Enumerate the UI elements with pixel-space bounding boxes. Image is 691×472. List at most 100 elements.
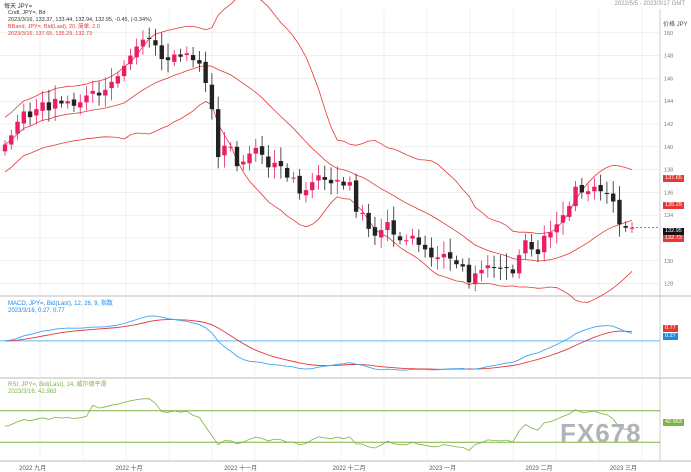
mid-band-tag: 135.29	[663, 202, 684, 209]
candle-body	[190, 55, 196, 61]
candle-body	[504, 267, 509, 269]
candle-body	[353, 180, 359, 212]
candle-body	[27, 111, 33, 118]
candle-body	[234, 146, 240, 167]
price-legend: Cndl, JPY=, Bd 2023/3/16, 133.37, 133.44…	[8, 10, 152, 38]
candle-body	[9, 135, 14, 145]
candle-body	[203, 61, 208, 83]
candle-body	[341, 181, 346, 186]
candle-body	[479, 269, 484, 274]
candle-body	[429, 247, 434, 258]
price-tick-label: 138	[664, 168, 673, 174]
candle-body	[542, 235, 547, 253]
rsi-value-tag: 42.963	[663, 419, 684, 426]
candle-body	[567, 206, 572, 217]
candle-body	[147, 37, 152, 39]
candle-body	[178, 54, 183, 57]
lower-band-tag: 132.73	[663, 235, 684, 242]
header-date-range: 2022/5/5 - 2023/3/17 GMT	[614, 1, 685, 7]
candle-body	[2, 144, 8, 152]
candle-body	[554, 224, 559, 233]
candle-body	[335, 179, 340, 182]
candle-body	[197, 60, 202, 64]
candle-body	[21, 111, 27, 124]
candle-body	[516, 255, 522, 274]
candle-body	[184, 53, 190, 56]
candle-body	[592, 186, 597, 192]
candle-body	[259, 146, 265, 155]
candle-body	[316, 175, 321, 181]
x-tick-label: 2022 九月	[19, 466, 47, 472]
price-legend-line1: Cndl, JPY=, Bd	[8, 10, 46, 16]
candle-body	[103, 89, 108, 96]
candle-body	[253, 147, 258, 154]
candle-body	[623, 226, 628, 228]
candle-body	[579, 184, 585, 193]
price-tick-label: 130	[664, 259, 673, 265]
candle-body	[78, 102, 83, 108]
price-tick-label: 144	[664, 99, 673, 105]
candle-body	[397, 236, 403, 241]
candle-body	[454, 260, 459, 265]
candle-body	[404, 240, 409, 242]
candle-body	[109, 81, 114, 89]
candle-body	[15, 121, 20, 134]
bband-legend-line2: 2023/3/16, 137.65, 135.29, 132.73	[8, 31, 93, 37]
candle-body	[629, 227, 635, 229]
candle-body	[134, 46, 139, 58]
candle-body	[573, 186, 578, 207]
candle-body	[159, 45, 164, 60]
candle-body	[548, 232, 553, 238]
candle-body	[228, 146, 233, 148]
candle-body	[466, 264, 472, 283]
candle-body	[266, 156, 271, 168]
candle-body	[278, 161, 284, 167]
fx678-watermark: FX678	[560, 418, 642, 448]
candle-body	[617, 199, 622, 225]
candle-body	[34, 109, 39, 116]
candle-body	[360, 212, 365, 214]
header-symbol: 每天 JPY=	[4, 4, 33, 10]
candle-body	[604, 192, 610, 194]
candle-body	[328, 179, 334, 184]
x-tick-label: 2023 一月	[429, 466, 457, 472]
candle-body	[215, 109, 221, 158]
candle-body	[172, 54, 177, 62]
candle-body	[391, 220, 396, 235]
candle-body	[84, 95, 89, 103]
x-tick-label: 2022 十月	[115, 466, 143, 472]
bband-lower-line	[4, 101, 633, 303]
candle-body	[510, 269, 516, 274]
candle-body	[347, 182, 353, 186]
candle-body	[165, 57, 171, 61]
bband-upper-line	[4, 0, 633, 235]
rsi-legend-line2: 2023/3/16, 42.963	[8, 389, 57, 395]
macd-signal-line	[4, 319, 633, 370]
candle-body	[241, 161, 246, 165]
candle-body	[560, 215, 566, 223]
candle-body	[610, 193, 616, 202]
x-tick-label: 2023 二月	[525, 466, 553, 472]
macd-value-tag: 0.27	[663, 333, 678, 340]
candle-body	[435, 257, 440, 260]
candle-body	[598, 184, 603, 192]
candle-body	[46, 102, 52, 111]
candle-body	[585, 191, 591, 195]
price-tick-label: 146	[664, 76, 673, 82]
candle-body	[40, 102, 45, 111]
upper-band-tag: 137.65	[663, 175, 684, 182]
bband-middle-line	[4, 65, 633, 262]
candle-body	[303, 190, 309, 196]
candle-body	[247, 153, 252, 164]
candle-body	[366, 212, 371, 229]
candle-body	[441, 253, 447, 258]
candle-body	[272, 162, 277, 168]
candle-body	[416, 237, 422, 245]
candle-body	[284, 167, 290, 178]
chart-background	[0, 9, 691, 472]
x-tick-label: 2023 三月	[609, 466, 637, 472]
candle-body	[153, 40, 158, 46]
candle-body	[115, 76, 121, 84]
x-tick-label: 2022 十一月	[224, 466, 258, 472]
